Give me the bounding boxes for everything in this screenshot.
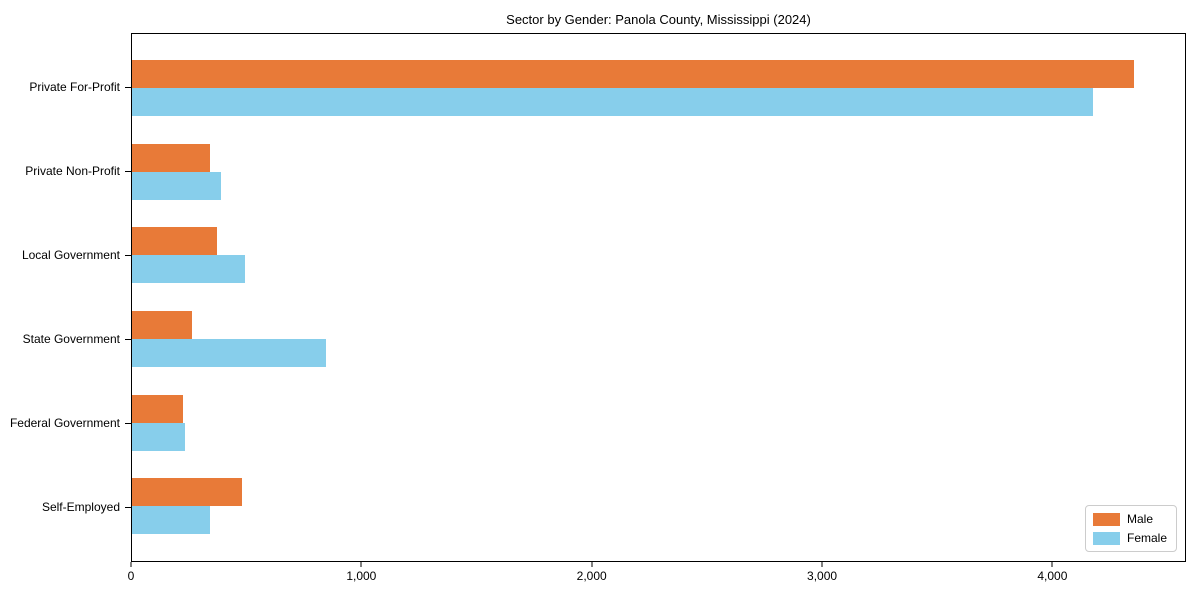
plot-area: Male Female [131, 33, 1186, 562]
x-tick-mark-2000 [591, 562, 593, 567]
x-tick-mark-3000 [821, 562, 823, 567]
bar-female-state-government [132, 338, 327, 367]
legend-swatch-male [1092, 512, 1120, 526]
bar-male-state-government [132, 310, 192, 339]
x-tick-mark-1000 [360, 562, 362, 567]
legend-item-male: Male [1092, 512, 1167, 526]
bar-female-federal-government [132, 422, 185, 451]
x-tick-label-1000: 1,000 [346, 569, 377, 583]
bar-female-self-employed [132, 506, 211, 535]
x-axis-ticks: 0 1,000 2,000 3,000 4,000 [127, 562, 1186, 592]
y-axis-labels: Private For-Profit Private Non-Profit Loca… [0, 33, 120, 562]
bar-male-private-for-profit [132, 59, 1135, 88]
bar-female-local-government [132, 255, 245, 284]
y-axis-label-state-government: State Government [22, 332, 120, 346]
y-axis-label-private-non-profit: Private Non-Profit [25, 164, 120, 178]
bar-male-federal-government [132, 394, 183, 423]
bar-male-local-government [132, 227, 218, 256]
legend-swatch-female [1092, 531, 1120, 545]
y-axis-tick-marks [125, 33, 131, 562]
y-tick-mark-private-non-profit [125, 170, 131, 172]
x-tick-mark-0 [130, 562, 132, 567]
bar-female-private-non-profit [132, 171, 221, 200]
x-tick-label-0: 0 [127, 569, 135, 583]
category-row-federal-government [132, 381, 1185, 465]
legend: Male Female [1084, 505, 1177, 552]
bar-female-private-for-profit [132, 87, 1094, 116]
y-tick-mark-private-for-profit [125, 86, 131, 88]
x-tick-mark-4000 [1051, 562, 1053, 567]
y-axis-label-self-employed: Self-Employed [41, 500, 120, 514]
chart-title: Sector by Gender: Panola County, Mississ… [506, 12, 811, 27]
category-row-private-non-profit [132, 130, 1185, 214]
category-row-private-for-profit [132, 46, 1185, 130]
x-tick-label-3000: 3,000 [807, 569, 838, 583]
bars-area [132, 34, 1185, 561]
x-tick-label-2000: 2,000 [576, 569, 607, 583]
y-tick-mark-self-employed [125, 506, 131, 508]
legend-label-male: Male [1126, 512, 1153, 526]
category-row-self-employed [132, 464, 1185, 548]
category-row-state-government [132, 297, 1185, 381]
y-tick-mark-federal-government [125, 422, 131, 424]
y-tick-mark-local-government [125, 254, 131, 256]
x-tick-label-4000: 4,000 [1037, 569, 1068, 583]
bar-male-private-non-profit [132, 143, 211, 172]
bar-male-self-employed [132, 478, 243, 507]
category-row-local-government [132, 213, 1185, 297]
y-axis-label-local-government: Local Government [21, 248, 120, 262]
y-tick-mark-state-government [125, 338, 131, 340]
legend-item-female: Female [1092, 531, 1167, 545]
legend-label-female: Female [1126, 531, 1167, 545]
y-axis-label-federal-government: Federal Government [9, 416, 120, 430]
y-axis-label-private-for-profit: Private For-Profit [29, 80, 120, 94]
